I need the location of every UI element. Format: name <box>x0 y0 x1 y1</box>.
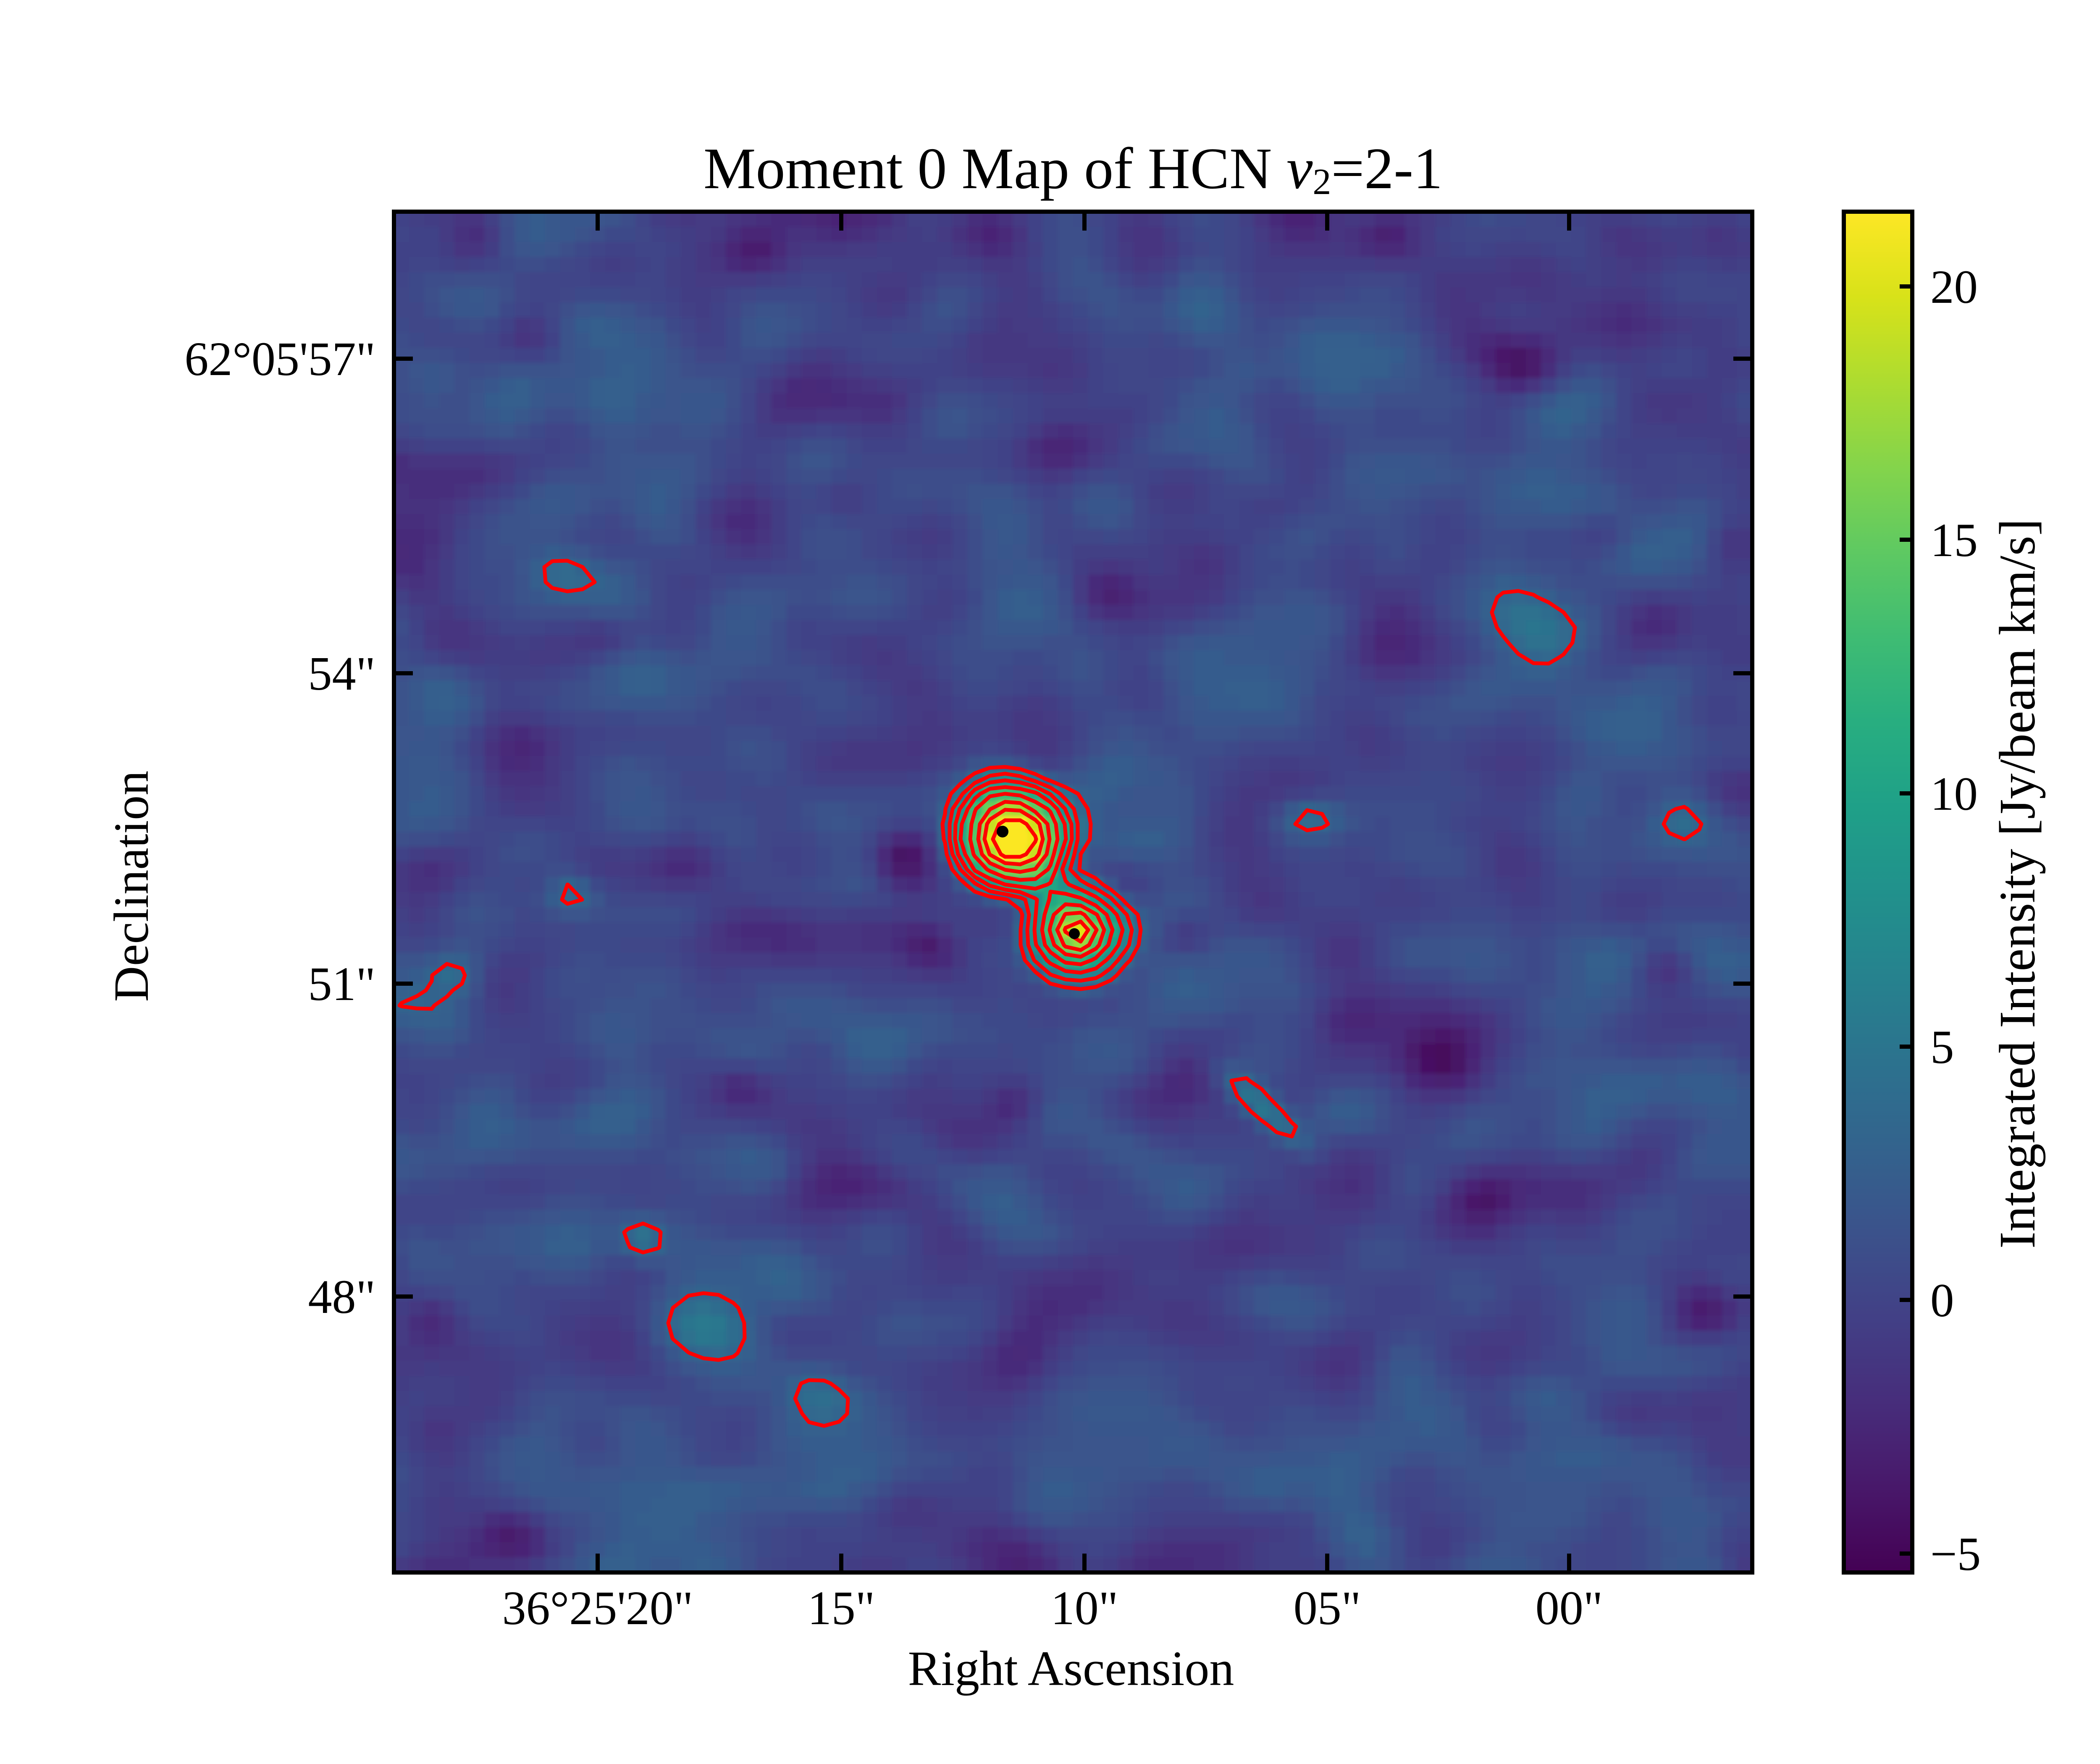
svg-text:51": 51" <box>308 957 375 1011</box>
svg-text:10: 10 <box>1930 768 1978 820</box>
svg-text:62°05'57": 62°05'57" <box>184 332 375 386</box>
svg-text:15: 15 <box>1930 514 1978 567</box>
svg-text:15": 15" <box>808 1581 875 1635</box>
svg-text:48": 48" <box>308 1270 375 1323</box>
svg-text:Declination: Declination <box>104 771 159 1002</box>
svg-text:05": 05" <box>1294 1581 1361 1635</box>
svg-text:Moment 0 Map of HCN ν2=2-1: Moment 0 Map of HCN ν2=2-1 <box>704 136 1443 202</box>
svg-text:00": 00" <box>1536 1581 1603 1635</box>
svg-text:0: 0 <box>1930 1274 1954 1327</box>
svg-text:54": 54" <box>308 647 375 700</box>
svg-text:Integrated Intensity [Jy/beam: Integrated Intensity [Jy/beam km/s] <box>1989 519 2046 1249</box>
svg-text:Right Ascension: Right Ascension <box>908 1641 1234 1696</box>
svg-text:10": 10" <box>1051 1581 1118 1635</box>
svg-text:20: 20 <box>1930 261 1978 313</box>
svg-text:5: 5 <box>1930 1021 1954 1074</box>
svg-text:36°25'20": 36°25'20" <box>502 1581 693 1635</box>
svg-text:−5: −5 <box>1930 1528 1981 1580</box>
